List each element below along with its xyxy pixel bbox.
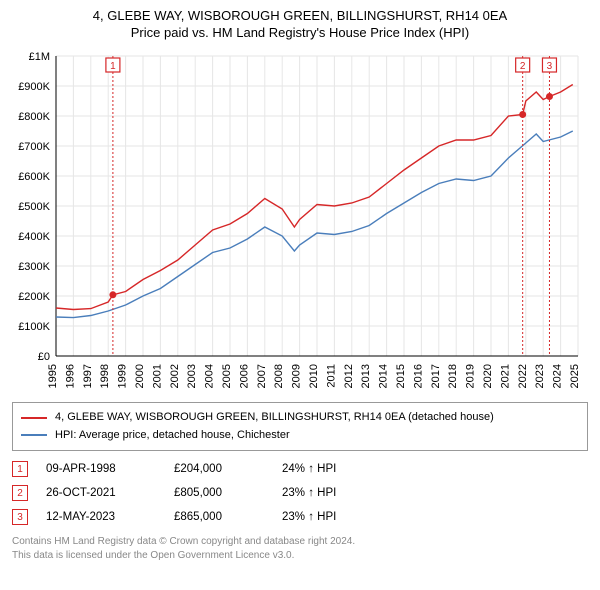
event-point-1 [109, 291, 116, 298]
footer: Contains HM Land Registry data © Crown c… [12, 535, 588, 562]
event-row-pct: 24% ↑ HPI [282, 463, 382, 475]
svg-text:2012: 2012 [343, 364, 355, 388]
chart-area: £0 £100K £200K £300K £400K £500K £600K £700K £80… [12, 46, 588, 396]
svg-text:2022: 2022 [517, 364, 529, 388]
svg-text:2020: 2020 [482, 364, 494, 388]
svg-text:£800K: £800K [18, 111, 50, 123]
svg-text:2005: 2005 [221, 364, 233, 388]
event-row-1: 1 09-APR-1998 £204,000 24% ↑ HPI [12, 457, 588, 481]
svg-text:2018: 2018 [447, 364, 459, 388]
legend-label: 4, GLEBE WAY, WISBOROUGH GREEN, BILLINGS… [55, 409, 494, 427]
event-row-box: 3 [12, 509, 28, 525]
svg-text:2009: 2009 [291, 364, 303, 388]
legend-swatch [21, 434, 47, 436]
event-row-box: 1 [12, 461, 28, 477]
legend-swatch [21, 417, 47, 419]
svg-text:2007: 2007 [256, 364, 268, 388]
svg-text:1997: 1997 [82, 364, 94, 388]
event-row-2: 2 26-OCT-2021 £805,000 23% ↑ HPI [12, 481, 588, 505]
svg-text:2011: 2011 [325, 364, 337, 388]
chart-container: 4, GLEBE WAY, WISBOROUGH GREEN, BILLINGS… [0, 0, 600, 590]
event-row-price: £865,000 [174, 511, 264, 523]
svg-text:2004: 2004 [204, 364, 216, 388]
event-box-label-1: 1 [110, 61, 116, 72]
event-row-pct: 23% ↑ HPI [282, 511, 382, 523]
footer-line-2: This data is licensed under the Open Gov… [12, 549, 588, 563]
svg-text:2017: 2017 [430, 364, 442, 388]
svg-text:£200K: £200K [18, 291, 50, 303]
svg-text:2008: 2008 [273, 364, 285, 388]
svg-text:£1M: £1M [29, 51, 50, 63]
svg-text:2000: 2000 [134, 364, 146, 388]
svg-text:£400K: £400K [18, 231, 50, 243]
svg-text:2002: 2002 [169, 364, 181, 388]
svg-text:1995: 1995 [47, 364, 59, 388]
svg-text:2021: 2021 [499, 364, 511, 388]
svg-text:2010: 2010 [308, 364, 320, 388]
svg-text:£700K: £700K [18, 141, 50, 153]
svg-text:2003: 2003 [186, 364, 198, 388]
svg-text:£100K: £100K [18, 321, 50, 333]
event-point-2 [519, 111, 526, 118]
svg-text:2001: 2001 [151, 364, 163, 388]
svg-text:2006: 2006 [238, 364, 250, 388]
event-row-pct: 23% ↑ HPI [282, 487, 382, 499]
title-block: 4, GLEBE WAY, WISBOROUGH GREEN, BILLINGS… [12, 8, 588, 40]
event-box-label-2: 2 [520, 61, 526, 72]
event-row-price: £805,000 [174, 487, 264, 499]
event-point-3 [546, 93, 553, 100]
legend: 4, GLEBE WAY, WISBOROUGH GREEN, BILLINGS… [12, 402, 588, 451]
event-row-date: 09-APR-1998 [46, 463, 156, 475]
svg-text:£600K: £600K [18, 171, 50, 183]
event-row-date: 26-OCT-2021 [46, 487, 156, 499]
event-row-price: £204,000 [174, 463, 264, 475]
svg-text:£900K: £900K [18, 81, 50, 93]
legend-item-1: HPI: Average price, detached house, Chic… [21, 427, 579, 445]
svg-text:2015: 2015 [395, 364, 407, 388]
svg-text:1999: 1999 [117, 364, 129, 388]
svg-text:1998: 1998 [99, 364, 111, 388]
svg-text:2025: 2025 [569, 364, 581, 388]
title-sub: Price paid vs. HM Land Registry's House … [12, 25, 588, 40]
event-row-3: 3 12-MAY-2023 £865,000 23% ↑ HPI [12, 505, 588, 529]
series-hpi [56, 131, 573, 318]
event-row-date: 12-MAY-2023 [46, 511, 156, 523]
line-chart: £0 £100K £200K £300K £400K £500K £600K £700K £80… [12, 46, 588, 396]
svg-text:2014: 2014 [378, 364, 390, 388]
event-row-box: 2 [12, 485, 28, 501]
title-main: 4, GLEBE WAY, WISBOROUGH GREEN, BILLINGS… [12, 8, 588, 23]
series-property [56, 85, 573, 310]
svg-text:2016: 2016 [412, 364, 424, 388]
events-table: 1 09-APR-1998 £204,000 24% ↑ HPI 2 26-OCT-202… [12, 457, 588, 529]
svg-text:2019: 2019 [465, 364, 477, 388]
svg-text:2013: 2013 [360, 364, 372, 388]
svg-text:£300K: £300K [18, 261, 50, 273]
footer-line-1: Contains HM Land Registry data © Crown c… [12, 535, 588, 549]
svg-text:1996: 1996 [64, 364, 76, 388]
legend-label: HPI: Average price, detached house, Chic… [55, 427, 290, 445]
svg-text:2023: 2023 [534, 364, 546, 388]
legend-item-0: 4, GLEBE WAY, WISBOROUGH GREEN, BILLINGS… [21, 409, 579, 427]
event-box-label-3: 3 [547, 61, 553, 72]
svg-text:2024: 2024 [552, 364, 564, 388]
svg-text:£500K: £500K [18, 201, 50, 213]
svg-text:£0: £0 [38, 351, 50, 363]
